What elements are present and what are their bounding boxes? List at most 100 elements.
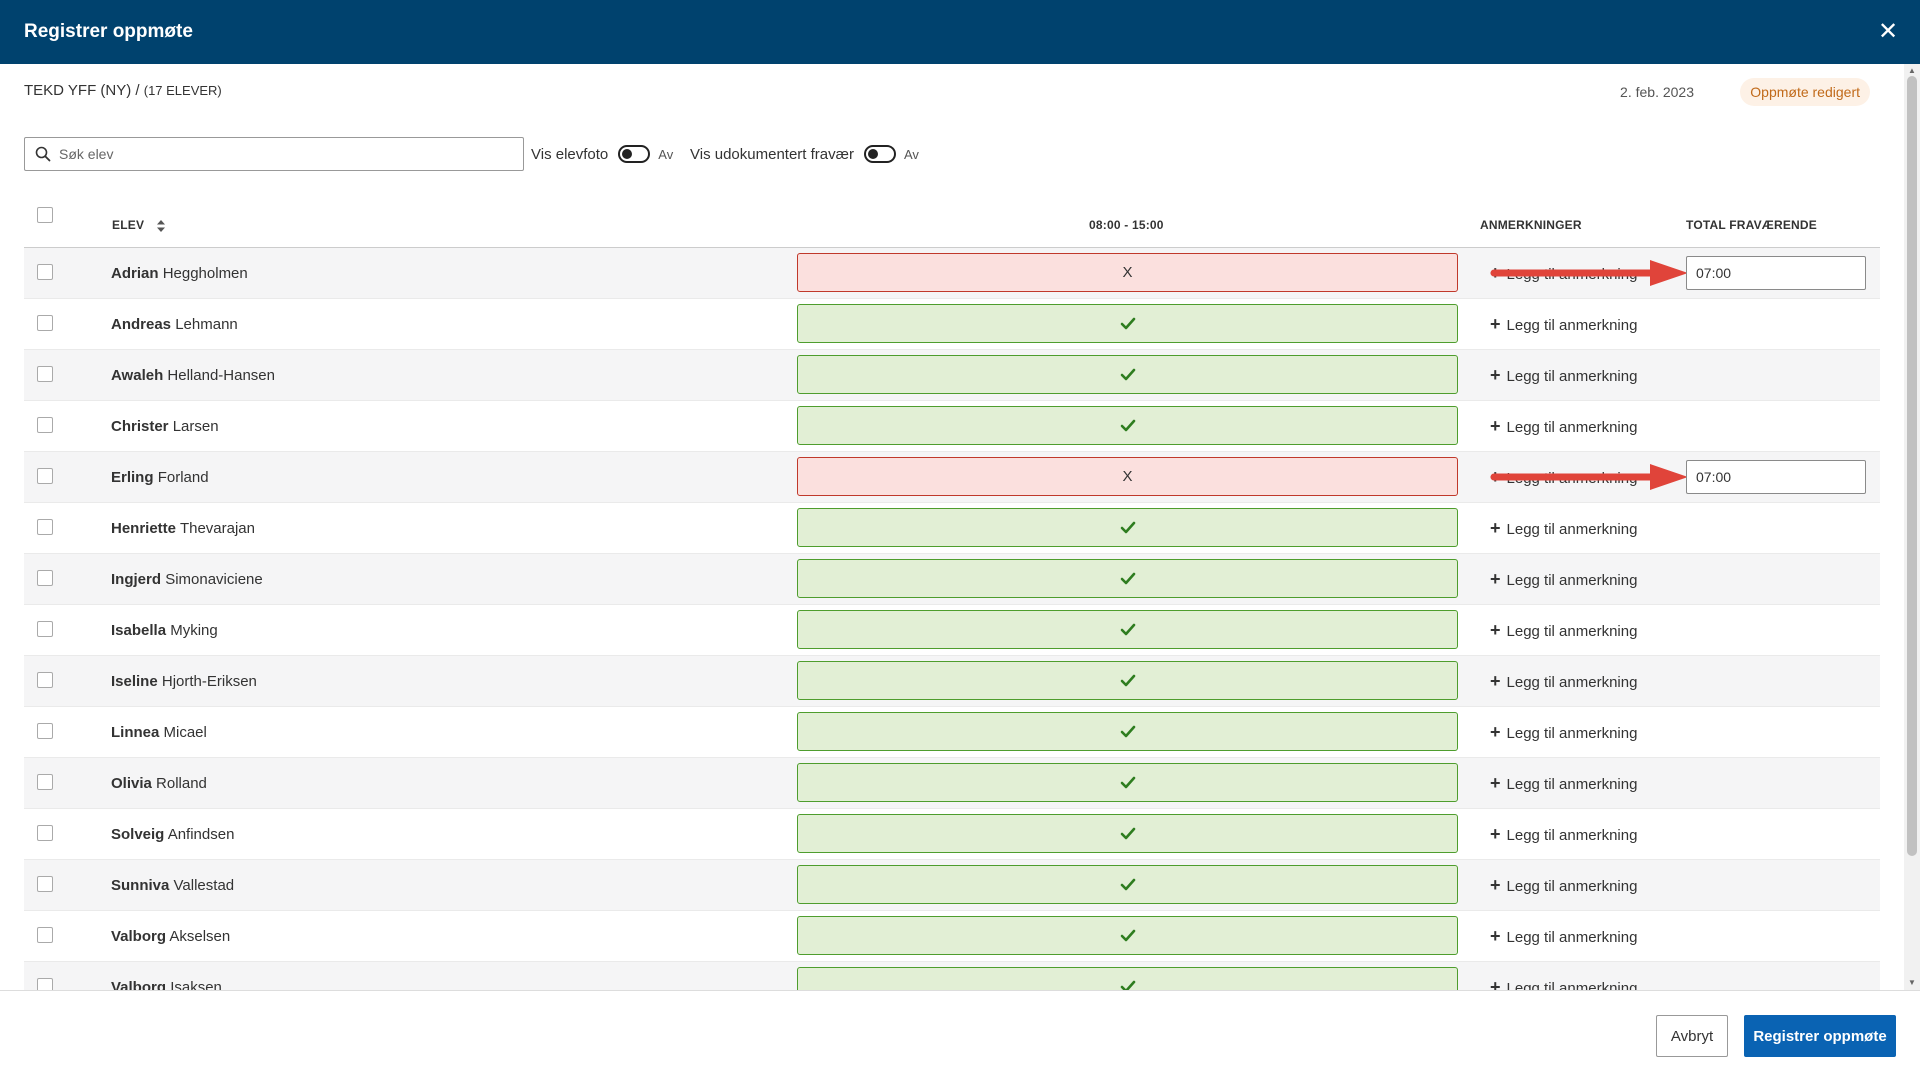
add-remark-link[interactable]: + Legg til anmerkning <box>1490 758 1637 810</box>
student-last-name: Lehmann <box>175 316 238 333</box>
student-first-name: Valborg <box>111 928 167 945</box>
attendance-status-absent[interactable]: X <box>797 457 1458 496</box>
modal-title: Registrer oppmøte <box>24 21 193 42</box>
student-list: Adrian Heggholmen X + Legg til anmerkning An… <box>24 248 1880 990</box>
row-checkbox[interactable] <box>37 723 53 739</box>
attendance-status-present[interactable] <box>797 967 1458 990</box>
close-icon[interactable]: ✕ <box>1877 18 1899 45</box>
row-checkbox[interactable] <box>37 774 53 790</box>
plus-icon: + <box>1490 977 1501 990</box>
student-last-name: Akselsen <box>169 928 231 945</box>
student-first-name: Iseline <box>111 673 158 690</box>
row-checkbox[interactable] <box>37 264 53 280</box>
absence-duration-input[interactable] <box>1686 256 1866 290</box>
plus-icon: + <box>1490 365 1501 385</box>
student-name: Valborg Akselsen <box>111 911 230 962</box>
student-last-name: Forland <box>157 469 209 486</box>
student-first-name: Erling <box>111 469 154 486</box>
row-checkbox[interactable] <box>37 570 53 586</box>
student-last-name: Anfindsen <box>167 826 235 843</box>
add-remark-label: Legg til anmerkning <box>1506 929 1638 946</box>
add-remark-link[interactable]: + Legg til anmerkning <box>1490 707 1637 759</box>
attendance-status-present[interactable] <box>797 355 1458 394</box>
row-checkbox[interactable] <box>37 672 53 688</box>
row-checkbox[interactable] <box>37 468 53 484</box>
row-checkbox[interactable] <box>37 366 53 382</box>
plus-icon: + <box>1490 518 1501 538</box>
check-icon <box>1120 827 1135 840</box>
scroll-up-icon[interactable]: ▲ <box>1908 66 1916 75</box>
select-all-checkbox[interactable] <box>37 207 53 223</box>
undocumented-toggle-switch[interactable] <box>863 145 896 163</box>
search-input[interactable] <box>57 138 517 170</box>
add-remark-link[interactable]: + Legg til anmerkning <box>1490 962 1637 990</box>
attendance-status-present[interactable] <box>797 610 1458 649</box>
attendance-status-present[interactable] <box>797 865 1458 904</box>
scrollbar[interactable]: ▲ ▼ <box>1904 64 1920 990</box>
add-remark-link[interactable]: + Legg til anmerkning <box>1490 809 1637 861</box>
add-remark-label: Legg til anmerkning <box>1506 878 1638 895</box>
search-box <box>24 137 524 171</box>
photo-toggle-switch[interactable] <box>618 145 651 163</box>
check-icon <box>1120 674 1135 687</box>
add-remark-link[interactable]: + Legg til anmerkning <box>1490 554 1637 606</box>
row-checkbox[interactable] <box>37 876 53 892</box>
student-first-name: Awaleh <box>111 367 164 384</box>
row-checkbox[interactable] <box>37 927 53 943</box>
add-remark-link[interactable]: + Legg til anmerkning <box>1490 860 1637 912</box>
scrollbar-thumb[interactable] <box>1907 76 1917 856</box>
attendance-status-absent[interactable]: X <box>797 253 1458 292</box>
check-icon <box>1120 776 1135 789</box>
student-first-name: Sunniva <box>111 877 170 894</box>
student-last-name: Isaksen <box>170 979 222 990</box>
add-remark-link[interactable]: + Legg til anmerkning <box>1490 605 1637 657</box>
row-checkbox[interactable] <box>37 315 53 331</box>
cancel-button[interactable]: Avbryt <box>1656 1015 1728 1057</box>
attendance-status-present[interactable] <box>797 559 1458 598</box>
attendance-status-present[interactable] <box>797 814 1458 853</box>
attendance-status-present[interactable] <box>797 763 1458 802</box>
add-remark-link[interactable]: + Legg til anmerkning <box>1490 350 1637 402</box>
row-checkbox[interactable] <box>37 621 53 637</box>
row-checkbox[interactable] <box>37 417 53 433</box>
attendance-status-present[interactable] <box>797 508 1458 547</box>
modal-header: Registrer oppmøte ✕ <box>0 0 1920 64</box>
table-row: Valborg Akselsen + Legg til anmerkning <box>24 911 1880 962</box>
attendance-status-present[interactable] <box>797 712 1458 751</box>
undocumented-toggle-state: Av <box>903 146 919 162</box>
add-remark-link[interactable]: + Legg til anmerkning <box>1490 503 1637 555</box>
scroll-down-icon[interactable]: ▼ <box>1908 978 1916 987</box>
submit-attendance-button[interactable]: Registrer oppmøte <box>1744 1015 1896 1057</box>
student-name: Christer Larsen <box>111 401 219 452</box>
attendance-status-present[interactable] <box>797 661 1458 700</box>
student-name: Adrian Heggholmen <box>111 248 248 299</box>
student-name: Linnea Micael <box>111 707 207 758</box>
sort-icon[interactable] <box>156 219 166 233</box>
student-first-name: Linnea <box>111 724 160 741</box>
column-header-student[interactable]: ELEV <box>112 208 166 242</box>
attendance-status-present[interactable] <box>797 916 1458 955</box>
add-remark-link[interactable]: + Legg til anmerkning <box>1490 911 1637 963</box>
table-row: Valborg Isaksen + Legg til anmerkning <box>24 962 1880 990</box>
plus-icon: + <box>1490 926 1501 946</box>
search-icon <box>35 146 51 162</box>
absence-duration-input[interactable] <box>1686 460 1866 494</box>
add-remark-link[interactable]: + Legg til anmerkning <box>1490 299 1637 351</box>
student-first-name: Andreas <box>111 316 172 333</box>
check-icon <box>1120 521 1135 534</box>
add-remark-link[interactable]: + Legg til anmerkning <box>1490 401 1637 453</box>
plus-icon: + <box>1490 569 1501 589</box>
row-checkbox[interactable] <box>37 519 53 535</box>
photo-toggle-label: Vis elevfoto <box>531 145 609 163</box>
add-remark-link[interactable]: + Legg til anmerkning <box>1490 656 1637 708</box>
attendance-status-present[interactable] <box>797 406 1458 445</box>
student-name: Ingjerd Simonaviciene <box>111 554 263 605</box>
student-name: Sunniva Vallestad <box>111 860 234 911</box>
attendance-status-present[interactable] <box>797 304 1458 343</box>
row-checkbox[interactable] <box>37 978 53 990</box>
plus-icon: + <box>1490 875 1501 895</box>
row-checkbox[interactable] <box>37 825 53 841</box>
table-header: ELEV 08:00 - 15:00 ANMERKNINGER TOTAL FR… <box>24 200 1880 266</box>
student-last-name: Vallestad <box>173 877 235 894</box>
student-first-name: Henriette <box>111 520 177 537</box>
